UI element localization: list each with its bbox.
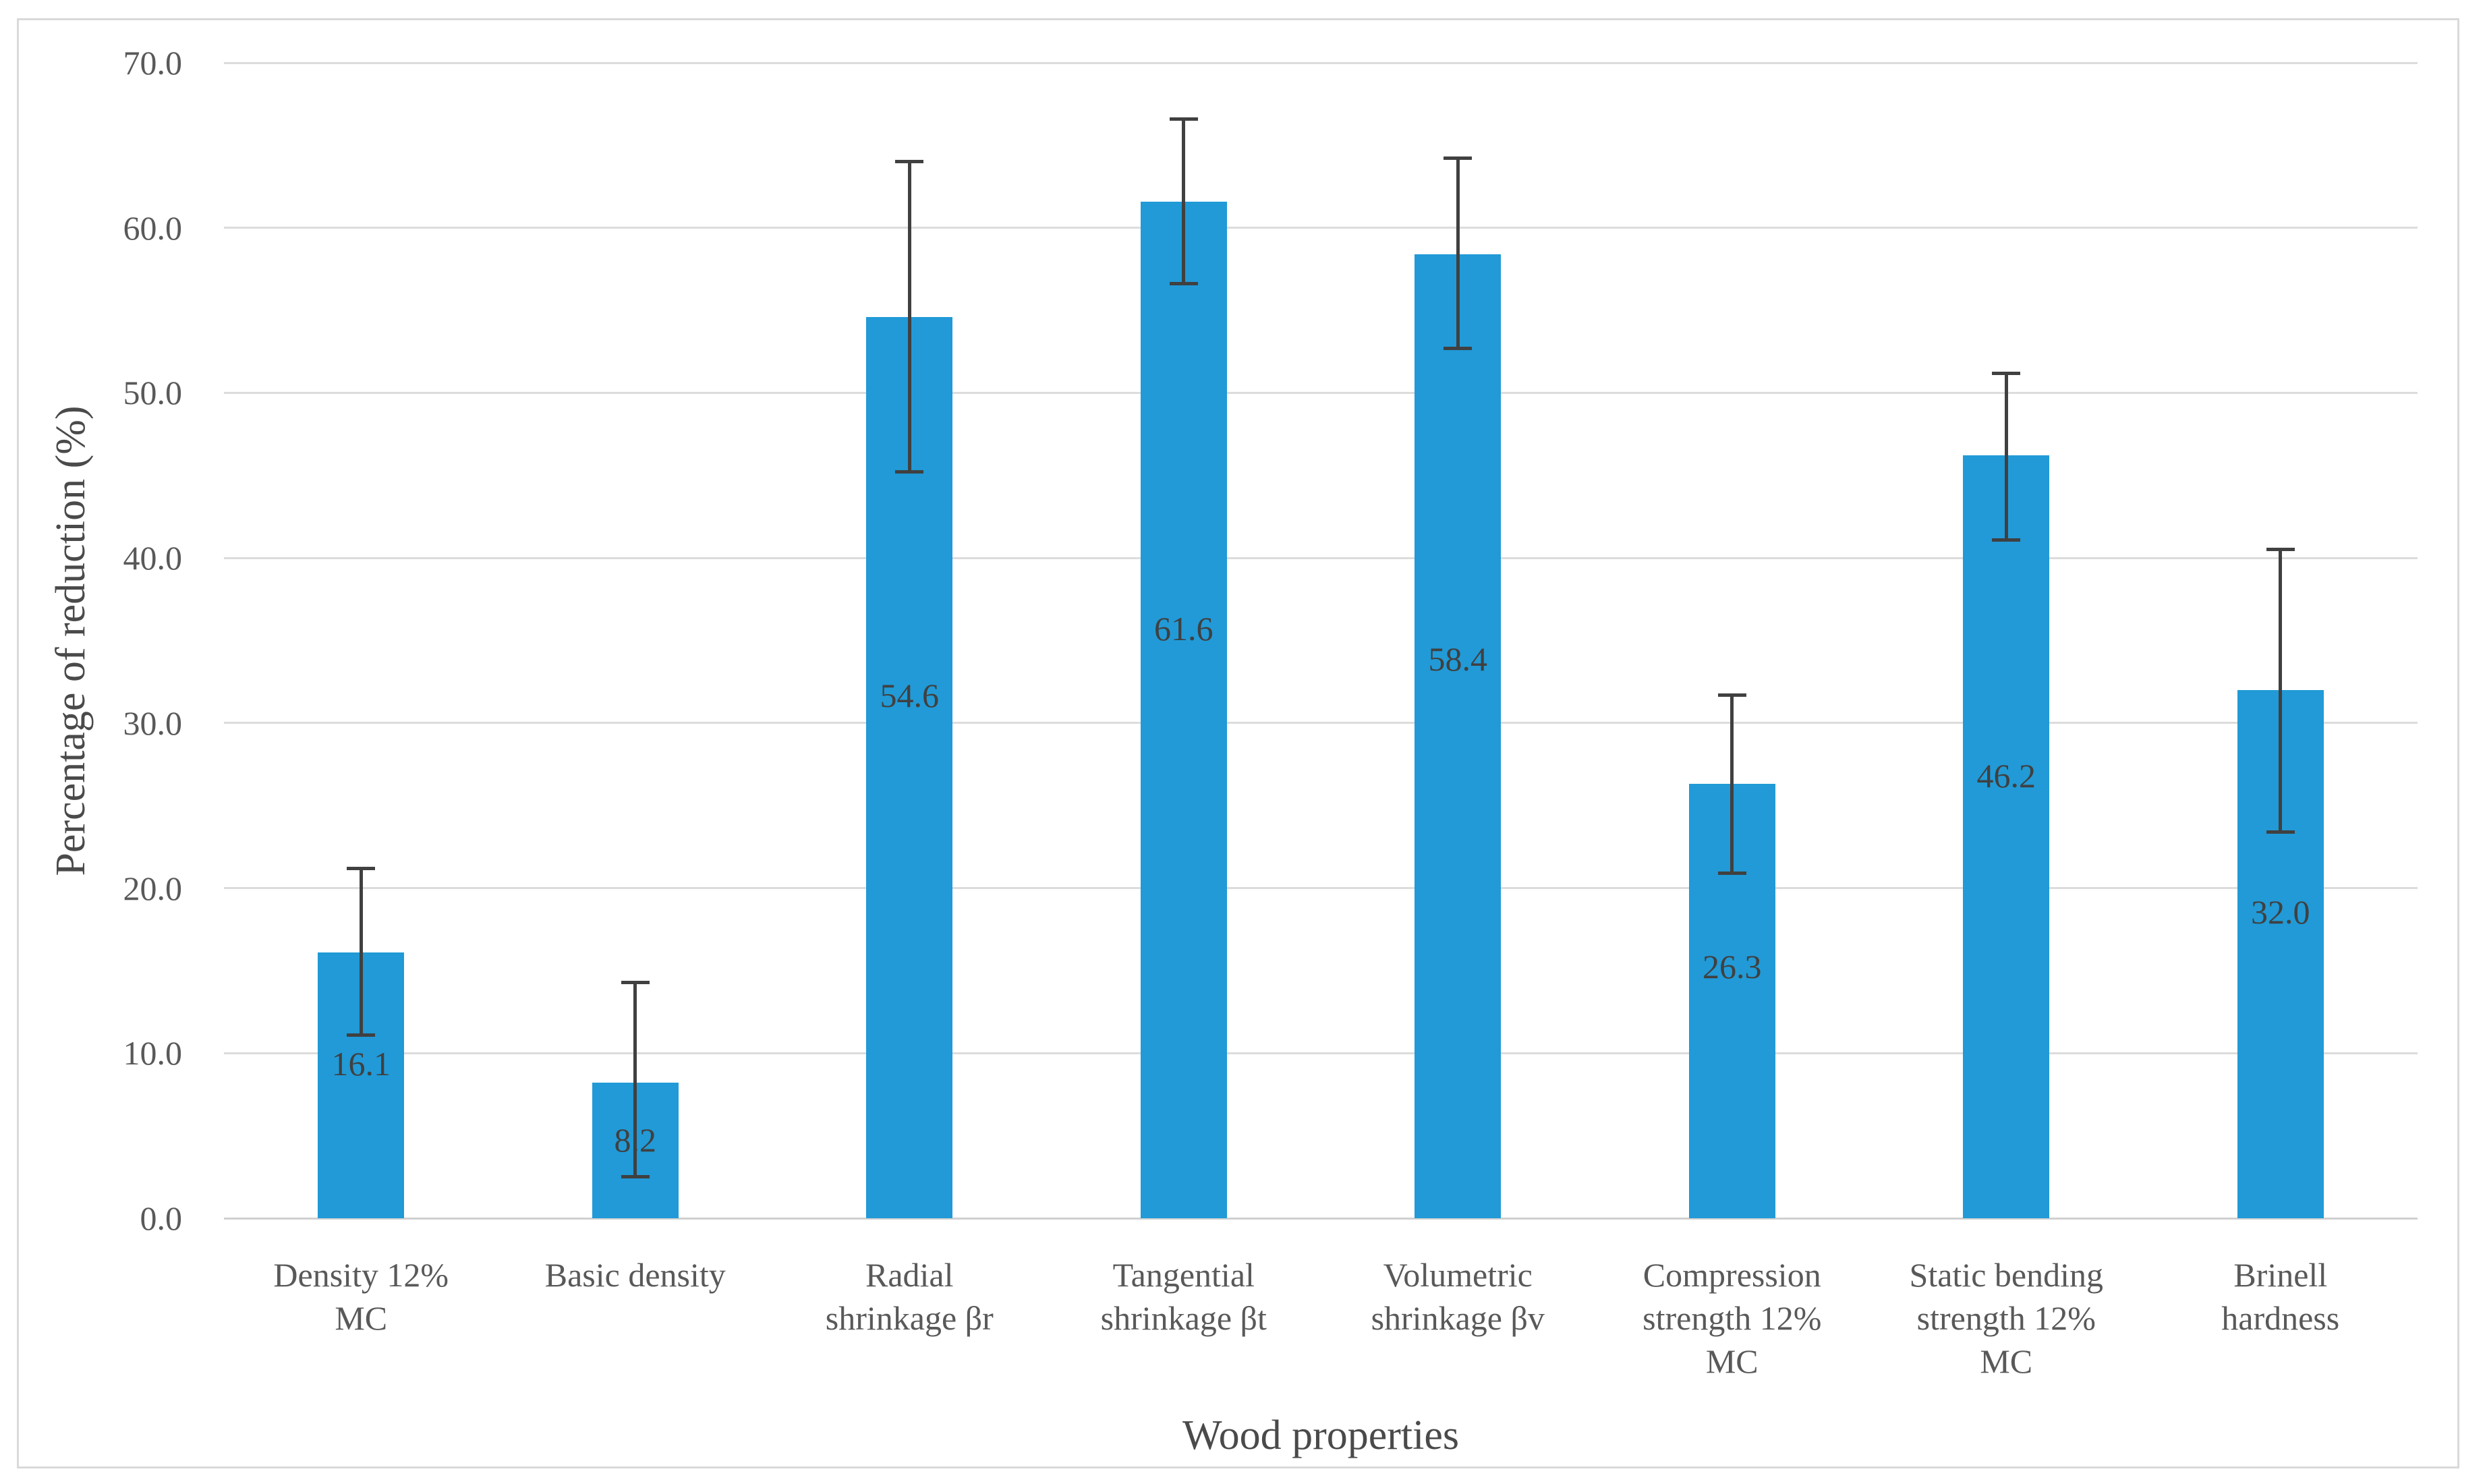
error-bar-top-cap (1992, 371, 2021, 375)
category-label-line: Basic density (544, 1256, 726, 1294)
gridline (224, 887, 2418, 890)
error-bar-bottom-cap (1717, 872, 1746, 876)
plot-area: 16.1 8.2 54.6 61.6 58.4 26.3 46.2 32.0 (224, 61, 2418, 1220)
error-bar-bottom-cap (895, 470, 924, 474)
error-bar (359, 868, 363, 1035)
error-bar (2004, 373, 2008, 540)
category-label-line: strength 12% (1643, 1299, 1822, 1337)
bar-value-label: 46.2 (1976, 757, 2036, 795)
gridline (224, 1052, 2418, 1054)
y-tick-label: 30.0 (123, 704, 183, 742)
category-label-line: Volumetric (1383, 1256, 1533, 1294)
error-bar (1456, 158, 1460, 349)
category-label-line: MC (335, 1299, 388, 1337)
y-tick-label: 50.0 (123, 374, 183, 412)
category-label-line: shrinkage βv (1371, 1299, 1545, 1337)
bar-value-label: 61.6 (1154, 609, 1213, 648)
gridline (224, 61, 2418, 64)
category-label-line: Compression (1643, 1256, 1821, 1294)
category-label-line: strength 12% (1916, 1299, 2096, 1337)
category-label: Radial shrinkage βr (772, 1253, 1047, 1340)
category-label-line: shrinkage βt (1100, 1299, 1267, 1337)
bar-value-label: 58.4 (1428, 640, 1488, 679)
bar-value-label: 54.6 (880, 677, 940, 715)
gridline (224, 391, 2418, 394)
error-bar-bottom-cap (1444, 346, 1473, 350)
category-label: Compression strength 12% MC (1595, 1253, 1870, 1383)
gridline (224, 556, 2418, 559)
bar-value-label: 26.3 (1703, 947, 1762, 986)
error-bar (1730, 695, 1734, 874)
bar-value-label: 32.0 (2251, 892, 2310, 931)
error-bar-top-cap (347, 866, 376, 870)
error-bar (633, 982, 637, 1177)
x-axis-title: Wood properties (1182, 1412, 1459, 1458)
y-tick-label: 0.0 (140, 1199, 183, 1237)
error-bar (1182, 119, 1186, 284)
error-bar (2279, 549, 2283, 832)
gridline (224, 227, 2418, 229)
error-bar-top-cap (1717, 693, 1746, 697)
category-label: Static bending strength 12% MC (1869, 1253, 2144, 1383)
error-bar-top-cap (895, 160, 924, 164)
error-bar-top-cap (1169, 117, 1198, 121)
bar-4 (1140, 201, 1227, 1218)
error-bar-bottom-cap (1169, 282, 1198, 286)
category-label: Basic density (498, 1253, 773, 1296)
bar-value-label: 16.1 (331, 1045, 391, 1083)
bar-7 (1963, 455, 2050, 1218)
error-bar-bottom-cap (1992, 538, 2021, 542)
error-bar-bottom-cap (347, 1033, 376, 1037)
y-tick-label: 40.0 (123, 539, 183, 577)
category-label: Density 12% MC (224, 1253, 498, 1340)
category-label-line: hardness (2221, 1299, 2340, 1337)
category-label-line: Static bending (1909, 1256, 2103, 1294)
x-axis-baseline (224, 1217, 2418, 1220)
error-bar-bottom-cap (2266, 830, 2295, 834)
error-bar-top-cap (1444, 156, 1473, 161)
y-axis-title: Percentage of reduction (%) (48, 405, 94, 876)
category-label-line: MC (1705, 1342, 1759, 1380)
y-tick-label: 10.0 (123, 1034, 183, 1073)
y-tick-label: 70.0 (123, 44, 183, 82)
error-bar-top-cap (2266, 548, 2295, 552)
category-label: Brinell hardness (2144, 1253, 2418, 1340)
gridline (224, 722, 2418, 724)
y-tick-label: 20.0 (123, 869, 183, 907)
category-label-line: shrinkage βr (825, 1299, 994, 1337)
category-label-line: Radial (865, 1256, 954, 1294)
category-label-line: MC (1980, 1342, 2033, 1380)
bar-value-label: 8.2 (614, 1120, 657, 1159)
bar-5 (1415, 254, 1502, 1218)
category-label-line: Brinell (2233, 1256, 2328, 1294)
category-label: Volumetric shrinkage βv (1321, 1253, 1595, 1340)
y-tick-label: 60.0 (123, 208, 183, 247)
error-bar-top-cap (621, 980, 650, 984)
error-bar-bottom-cap (621, 1175, 650, 1179)
chart-frame (17, 18, 2459, 1468)
error-bar (907, 161, 911, 472)
category-label-line: Tangential (1112, 1256, 1255, 1294)
category-label-line: Density 12% (273, 1256, 449, 1294)
category-label: Tangential shrinkage βt (1047, 1253, 1321, 1340)
